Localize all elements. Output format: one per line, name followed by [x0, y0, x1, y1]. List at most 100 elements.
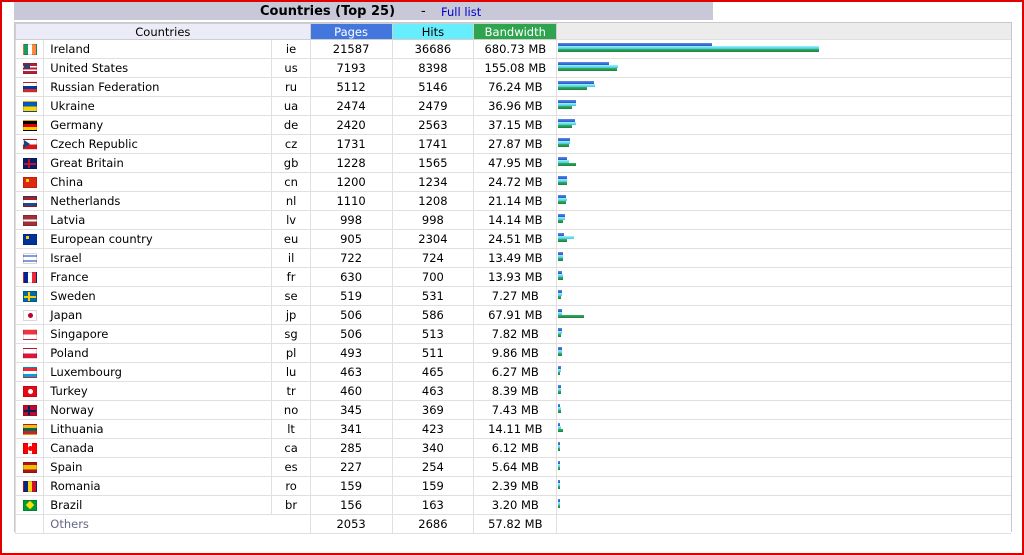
flag-cell	[14, 115, 45, 135]
fr-flag-icon	[22, 272, 37, 283]
pages-bar	[558, 290, 563, 293]
ru-flag-icon	[22, 82, 37, 93]
il-flag-icon	[22, 253, 37, 264]
tr-flag-icon	[22, 386, 37, 397]
table-row: Germany de 2420 2563 37.15 MB	[14, 115, 1011, 135]
flag-cell	[14, 419, 45, 439]
hits-bar	[558, 160, 570, 163]
table-row: France fr 630 700 13.93 MB	[14, 267, 1011, 287]
table-row: Singapore sg 506 513 7.82 MB	[14, 324, 1011, 344]
country-code: il	[271, 248, 311, 268]
hits-bar	[558, 65, 619, 68]
graph-cell	[556, 191, 1011, 211]
flag-cell	[14, 400, 45, 420]
hits-value: 463	[391, 381, 475, 401]
table-row: Netherlands nl 1110 1208 21.14 MB	[14, 191, 1011, 211]
bandwidth-bar	[558, 49, 820, 52]
country-name: France	[43, 267, 273, 287]
pl-flag-icon	[22, 348, 37, 359]
bandwidth-value: 14.11 MB	[473, 419, 558, 439]
nl-flag-icon	[22, 196, 37, 207]
hits-value: 423	[391, 419, 475, 439]
country-code: pl	[271, 343, 311, 363]
ca-flag-icon	[22, 443, 37, 454]
flag-cell	[14, 191, 45, 211]
table-row: Sweden se 519 531 7.27 MB	[14, 286, 1011, 306]
country-name: Lithuania	[43, 419, 273, 439]
hits-value: 1741	[391, 134, 475, 154]
bandwidth-value: 27.87 MB	[473, 134, 558, 154]
country-name: European country	[43, 229, 273, 249]
bandwidth-value: 13.93 MB	[473, 267, 558, 287]
pages-value: 1200	[309, 172, 393, 192]
table-header-row: Countries Pages Hits Bandwidth	[15, 23, 1011, 40]
country-code: tr	[271, 381, 311, 401]
hits-bar	[558, 217, 566, 220]
hits-bar	[558, 274, 564, 277]
graph-cell	[556, 286, 1011, 306]
table-row: Luxembourg lu 463 465 6.27 MB	[14, 362, 1011, 382]
bandwidth-bar	[558, 144, 570, 147]
pages-value: 2420	[309, 115, 393, 135]
flag-cell	[14, 438, 45, 458]
hits-bar	[558, 84, 596, 87]
table-row: European country eu 905 2304 24.51 MB	[14, 229, 1011, 249]
hits-bar	[558, 236, 575, 239]
eu-flag-icon	[22, 234, 37, 245]
graph-cell	[556, 77, 1011, 97]
pages-bar	[558, 119, 576, 122]
hits-bar	[558, 179, 568, 182]
bandwidth-bar	[558, 315, 585, 318]
bandwidth-bar	[558, 296, 562, 299]
de-flag-icon	[22, 120, 37, 131]
hits-value: 586	[391, 305, 475, 325]
header-pages: Pages	[309, 23, 393, 40]
bandwidth-value: 155.08 MB	[473, 58, 558, 78]
country-name: Russian Federation	[43, 77, 273, 97]
flag-cell	[14, 286, 45, 306]
graph-cell	[556, 438, 1011, 458]
country-name: Poland	[43, 343, 273, 363]
pages-value: 285	[309, 438, 393, 458]
graph-cell	[556, 495, 1011, 515]
flag-cell	[14, 362, 45, 382]
hits-bar	[558, 464, 561, 467]
ro-flag-icon	[22, 481, 37, 492]
pages-bar	[558, 404, 561, 407]
flag-cell	[14, 267, 45, 287]
hits-bar	[558, 122, 577, 125]
graph-cell	[556, 39, 1011, 59]
pages-value: 460	[309, 381, 393, 401]
pages-bar	[558, 347, 563, 350]
hits-value: 1565	[391, 153, 475, 173]
bandwidth-value: 67.91 MB	[473, 305, 558, 325]
hits-value: 1208	[391, 191, 475, 211]
pages-bar	[558, 157, 568, 160]
pages-value: 159	[309, 476, 393, 496]
country-name: Luxembourg	[43, 362, 273, 382]
pages-bar	[558, 100, 577, 103]
country-name: Israel	[43, 248, 273, 268]
country-code: lu	[271, 362, 311, 382]
bandwidth-bar	[558, 87, 588, 90]
bandwidth-bar	[558, 372, 561, 375]
country-code: ua	[271, 96, 311, 116]
country-name: China	[43, 172, 273, 192]
hits-value: 5146	[391, 77, 475, 97]
graph-cell	[556, 153, 1011, 173]
country-code: eu	[271, 229, 311, 249]
hits-bar	[558, 369, 562, 372]
bandwidth-bar	[558, 486, 561, 489]
hits-bar	[558, 46, 820, 49]
pages-bar	[558, 271, 563, 274]
pages-bar	[558, 385, 562, 388]
graph-cell	[556, 381, 1011, 401]
table-row: Israel il 722 724 13.49 MB	[14, 248, 1011, 268]
full-list-link[interactable]: Full list	[441, 5, 482, 19]
table-row: Ireland ie 21587 36686 680.73 MB	[14, 39, 1011, 59]
bandwidth-value: 8.39 MB	[473, 381, 558, 401]
country-name: Norway	[43, 400, 273, 420]
country-code: ie	[271, 39, 311, 59]
hits-value: 465	[391, 362, 475, 382]
